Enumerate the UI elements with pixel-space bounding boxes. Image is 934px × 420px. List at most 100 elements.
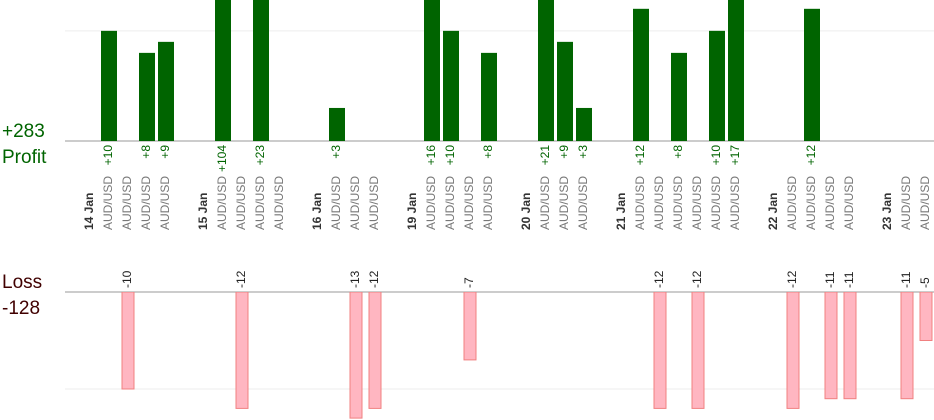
pair-label: AUD/USD [367,176,381,230]
pair-label: AUD/USD [709,176,723,230]
pair-label: AUD/USD [234,176,248,230]
profit-bar [215,0,231,141]
profit-bar [709,30,725,141]
date-label: 20 Jan [519,193,533,230]
loss-bar [824,292,838,400]
profit-label: +8 [671,145,685,159]
loss-value-label: -13 [348,270,362,288]
loss-bar [691,292,705,409]
profit-bar [671,52,687,141]
profit-label: +12 [633,145,647,166]
profit-label: +9 [158,145,172,159]
loss-value-label: -7 [462,277,476,288]
pair-label: AUD/USD [785,176,799,230]
loss-bar [786,292,800,409]
date-label: 16 Jan [310,193,324,230]
profit-label: +3 [329,145,343,159]
pair-label: AUD/USD [557,176,571,230]
loss-value-label: -12 [785,270,799,288]
loss-value-label: -11 [823,271,837,288]
pair-label: AUD/USD [842,176,856,230]
pair-label: AUD/USD [671,176,685,230]
pair-label: AUD/USD [424,176,438,230]
profit-bar [443,30,459,141]
loss-value-label: -10 [120,270,134,288]
profit-bar [557,41,573,141]
date-label: 19 Jan [405,193,419,230]
pair-label: AUD/USD [633,176,647,230]
profit-label: +23 [253,145,267,166]
loss-value-label: -12 [234,270,248,288]
pair-label: AUD/USD [101,176,115,230]
loss-total: -128 [2,298,40,319]
profit-bar [253,0,269,141]
profit-total: +283 [2,121,45,142]
pair-label: AUD/USD [348,176,362,230]
pair-label: AUD/USD [823,176,837,230]
profit-label: +8 [139,145,153,159]
pair-label: AUD/USD [272,176,286,230]
profit-bar [728,0,744,141]
pair-label: AUD/USD [576,176,590,230]
pair-label: AUD/USD [652,176,666,230]
pair-label: AUD/USD [462,176,476,230]
profit-label: +8 [481,145,495,159]
loss-bar [919,292,933,341]
profit-bar [804,8,820,141]
date-label: 21 Jan [614,193,628,230]
profit-label: +9 [557,145,571,159]
pair-label: AUD/USD [899,176,913,230]
profit-bar [158,41,174,141]
loss-value-label: -5 [918,277,932,288]
profit-label: +17 [728,145,742,166]
pair-label: AUD/USD [215,176,229,230]
pair-label: AUD/USD [253,176,267,230]
loss-bar [368,292,382,409]
profit-bar [576,107,592,141]
pair-label: AUD/USD [120,176,134,230]
pair-label: AUD/USD [728,176,742,230]
profit-label: Profit [2,147,47,168]
profit-label: +3 [576,145,590,159]
profit-bar [538,0,554,141]
loss-value-label: -12 [652,270,666,288]
profit-label: +16 [424,145,438,166]
loss-bar [653,292,667,409]
profit-bar [481,52,497,141]
pair-label: AUD/USD [538,176,552,230]
profit-bar [633,8,649,141]
loss-bar [900,292,914,400]
date-label: 23 Jan [880,193,894,230]
profit-label: +21 [538,145,552,166]
loss-label: Loss [2,272,42,293]
profit-bar [139,52,155,141]
pair-label: AUD/USD [139,176,153,230]
loss-value-label: -11 [842,271,856,288]
date-label: 15 Jan [196,193,210,230]
profit-bar [101,30,117,141]
loss-bar [121,292,135,390]
loss-value-label: -12 [367,270,381,288]
pair-label: AUD/USD [443,176,457,230]
loss-bar [349,292,363,419]
profit-label: +10 [101,145,115,166]
loss-bar [463,292,477,361]
loss-value-label: -11 [899,271,913,288]
profit-bar [424,0,440,141]
profit-label: +10 [709,145,723,166]
loss-value-label: -12 [690,270,704,288]
loss-bar [235,292,249,409]
pair-label: AUD/USD [804,176,818,230]
pair-label: AUD/USD [158,176,172,230]
date-label: 14 Jan [82,193,96,230]
pair-label: AUD/USD [918,176,932,230]
profit-label: +12 [804,145,818,166]
loss-bar [843,292,857,400]
pair-label: AUD/USD [690,176,704,230]
profit-label: +104 [215,145,229,172]
pair-label: AUD/USD [481,176,495,230]
profit-label: +10 [443,145,457,166]
pair-label: AUD/USD [329,176,343,230]
date-label: 22 Jan [766,193,780,230]
